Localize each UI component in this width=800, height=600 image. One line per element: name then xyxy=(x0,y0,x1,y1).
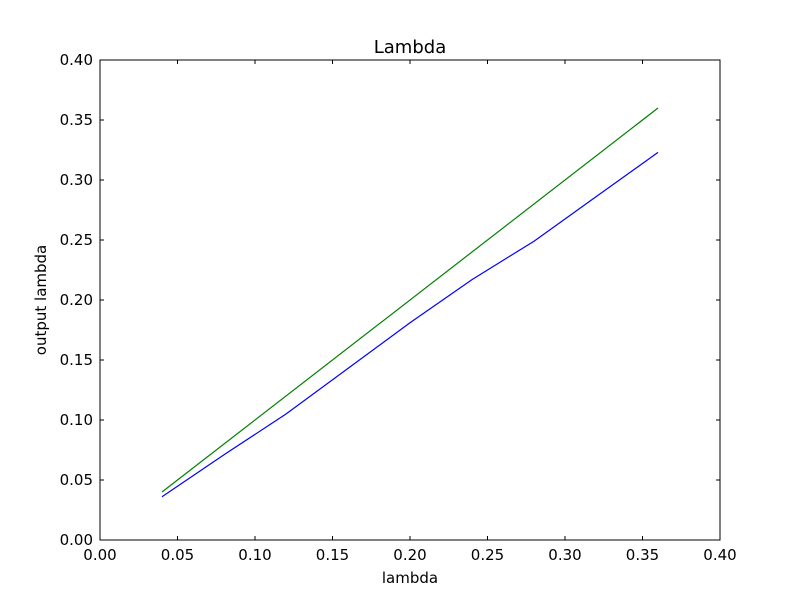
x-tick-label: 0.20 xyxy=(393,546,426,564)
y-tick-label: 0.30 xyxy=(60,171,93,189)
plot-frame xyxy=(99,59,721,541)
x-tick-label: 0.25 xyxy=(471,546,504,564)
x-tick-label: 0.35 xyxy=(626,546,659,564)
y-tick-label: 0.35 xyxy=(60,111,93,129)
ticks-layer: 0.00 0.05 0.10 0.15 0.20 0.25 0.30 0.35 0.40 0.00… xyxy=(60,51,737,564)
chart-title: Lambda xyxy=(374,37,446,58)
y-tick-label: 0.25 xyxy=(60,231,93,249)
series-line-1 xyxy=(161,151,659,498)
y-tick-label: 0.20 xyxy=(60,291,93,309)
y-tick-label: 0.00 xyxy=(60,531,93,549)
x-axis-label: lambda xyxy=(382,569,438,587)
y-tick-label: 0.40 xyxy=(60,51,93,69)
x-tick-label: 0.10 xyxy=(238,546,271,564)
x-tick-label: 0.40 xyxy=(703,546,736,564)
y-tick-label: 0.05 xyxy=(60,471,93,489)
series-layer xyxy=(161,107,659,498)
x-tick-label: 0.05 xyxy=(161,546,194,564)
x-tick-label: 0.00 xyxy=(83,546,116,564)
y-tick-label: 0.10 xyxy=(60,411,93,429)
y-axis-label: output lambda xyxy=(32,245,50,355)
x-tick-label: 0.30 xyxy=(548,546,581,564)
x-tick-label: 0.15 xyxy=(316,546,349,564)
y-tick-label: 0.15 xyxy=(60,351,93,369)
series-line-2 xyxy=(161,107,659,493)
